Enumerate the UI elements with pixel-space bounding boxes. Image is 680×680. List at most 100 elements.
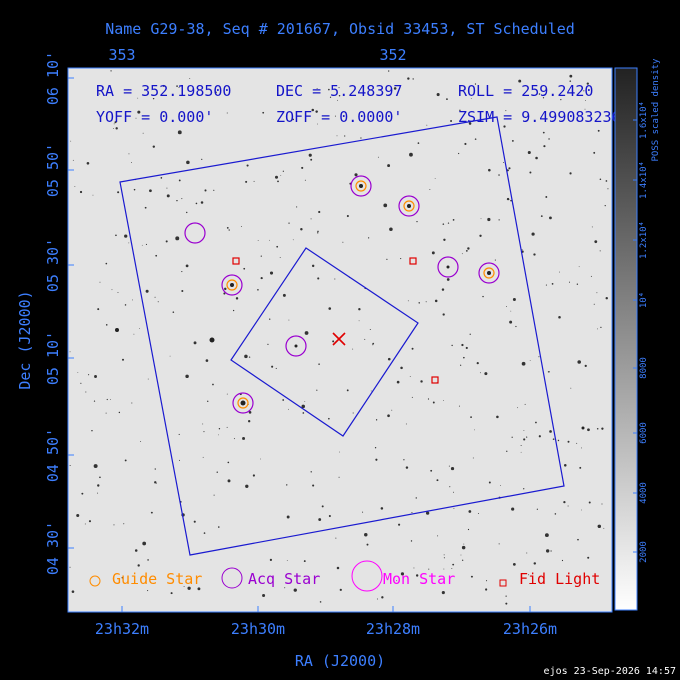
star bbox=[587, 428, 590, 432]
star bbox=[137, 97, 139, 99]
colorbar bbox=[614, 67, 638, 611]
star bbox=[128, 89, 130, 91]
star bbox=[99, 93, 101, 95]
star bbox=[178, 433, 180, 436]
star bbox=[430, 469, 433, 472]
star bbox=[576, 283, 579, 285]
star bbox=[131, 162, 132, 164]
star bbox=[517, 407, 519, 409]
star bbox=[584, 108, 586, 110]
star bbox=[302, 412, 305, 414]
star bbox=[523, 430, 525, 431]
star bbox=[559, 271, 560, 273]
star bbox=[157, 301, 159, 303]
star bbox=[488, 168, 491, 172]
star bbox=[269, 318, 271, 320]
star bbox=[257, 240, 259, 242]
star bbox=[506, 197, 510, 201]
star bbox=[387, 357, 391, 361]
legend-label: Mon Star bbox=[383, 570, 455, 588]
star bbox=[358, 320, 360, 322]
star bbox=[405, 466, 409, 469]
star bbox=[203, 532, 206, 534]
star bbox=[131, 402, 133, 404]
star bbox=[97, 308, 100, 311]
star bbox=[521, 361, 526, 366]
star bbox=[449, 486, 451, 488]
star bbox=[105, 324, 108, 326]
y-axis-label: Dec (J2000) bbox=[16, 290, 34, 389]
star bbox=[339, 588, 342, 591]
star bbox=[99, 476, 101, 479]
star bbox=[165, 240, 168, 243]
star bbox=[560, 99, 562, 101]
star bbox=[105, 412, 107, 414]
star bbox=[563, 464, 567, 467]
star bbox=[487, 271, 491, 275]
legend-fid bbox=[499, 579, 507, 587]
star bbox=[193, 520, 196, 523]
star bbox=[269, 239, 270, 241]
star bbox=[267, 343, 269, 345]
star bbox=[409, 376, 411, 377]
star bbox=[358, 308, 361, 311]
star bbox=[567, 505, 569, 507]
star bbox=[242, 436, 246, 440]
star bbox=[461, 253, 463, 255]
star bbox=[321, 505, 324, 508]
info: ZOFF = 0.0000' bbox=[276, 108, 402, 126]
star bbox=[452, 218, 455, 221]
star bbox=[597, 525, 599, 527]
star bbox=[145, 289, 149, 293]
star bbox=[226, 112, 228, 114]
star bbox=[202, 423, 204, 425]
star bbox=[498, 543, 500, 545]
star bbox=[579, 466, 582, 469]
star bbox=[132, 299, 133, 301]
star bbox=[248, 411, 252, 414]
star bbox=[277, 180, 279, 183]
star bbox=[170, 592, 173, 595]
star bbox=[601, 427, 604, 430]
star bbox=[458, 405, 460, 407]
star bbox=[74, 186, 76, 187]
star bbox=[461, 343, 464, 347]
star bbox=[288, 408, 289, 410]
star bbox=[533, 562, 537, 565]
star bbox=[282, 399, 285, 401]
star bbox=[235, 297, 239, 300]
star bbox=[296, 206, 298, 208]
star bbox=[185, 264, 189, 268]
star bbox=[545, 284, 547, 286]
star bbox=[124, 459, 127, 462]
star bbox=[468, 510, 472, 513]
legend-label: Guide Star bbox=[112, 570, 202, 588]
star bbox=[248, 356, 251, 358]
star bbox=[540, 215, 543, 217]
star bbox=[248, 420, 251, 423]
star bbox=[443, 568, 445, 570]
star bbox=[183, 586, 185, 587]
star bbox=[434, 299, 438, 303]
star bbox=[147, 378, 149, 380]
star bbox=[121, 358, 125, 361]
y-tick-label: 04 50' bbox=[44, 428, 62, 482]
star bbox=[114, 121, 117, 124]
star bbox=[362, 511, 364, 513]
colorbar-tick-label: 8000 bbox=[639, 357, 649, 379]
star bbox=[226, 426, 228, 428]
star bbox=[275, 367, 277, 369]
star bbox=[374, 447, 377, 449]
star bbox=[450, 466, 455, 471]
star bbox=[388, 70, 390, 72]
star bbox=[577, 538, 579, 541]
star bbox=[204, 189, 207, 192]
star bbox=[432, 401, 435, 404]
star bbox=[437, 535, 439, 537]
star bbox=[284, 587, 286, 589]
star bbox=[339, 451, 341, 453]
star bbox=[147, 559, 149, 561]
star bbox=[597, 328, 598, 330]
star bbox=[412, 78, 414, 80]
star bbox=[252, 474, 256, 477]
